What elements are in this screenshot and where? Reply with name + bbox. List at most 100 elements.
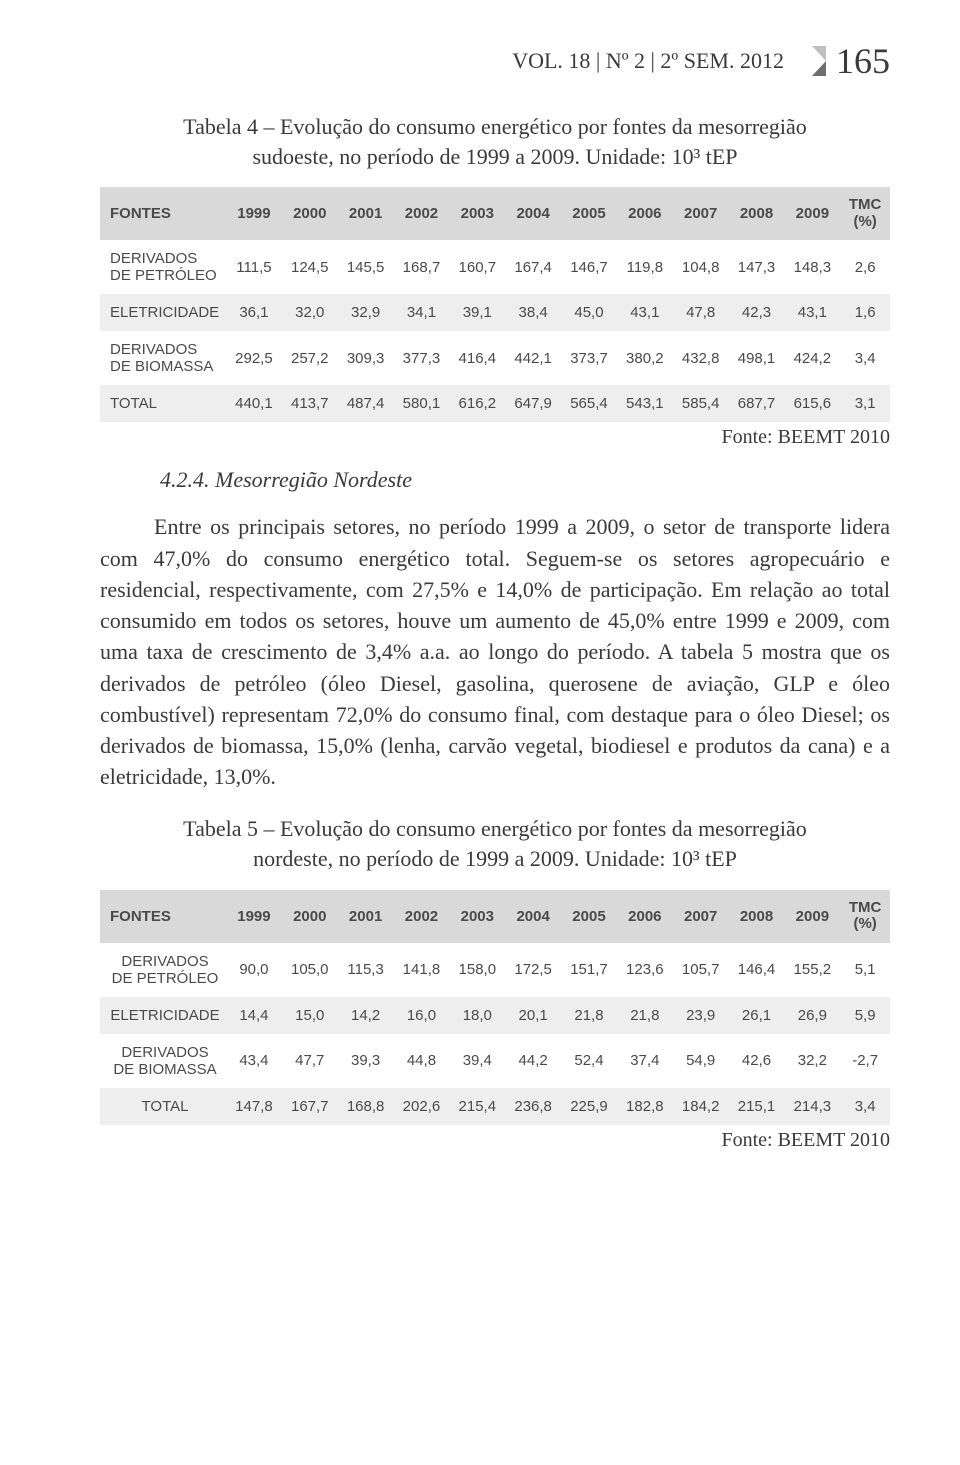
row-label: DERIVADOS DE PETRÓLEO xyxy=(100,943,226,997)
table-5-col-year: 2003 xyxy=(449,890,505,943)
cell-value: 3,4 xyxy=(840,1088,890,1125)
cell-value: 168,8 xyxy=(338,1088,394,1125)
table-4-body: DERIVADOS DE PETRÓLEO111,5124,5145,5168,… xyxy=(100,240,890,422)
cell-value: 167,4 xyxy=(505,240,561,294)
table-row: TOTAL440,1413,7487,4580,1616,2647,9565,4… xyxy=(100,385,890,422)
cell-value: 37,4 xyxy=(617,1034,673,1088)
cell-value: 32,0 xyxy=(282,294,338,331)
cell-value: 257,2 xyxy=(282,331,338,385)
table-5-body: DERIVADOS DE PETRÓLEO90,0105,0115,3141,8… xyxy=(100,943,890,1125)
cell-value: 543,1 xyxy=(617,385,673,422)
cell-value: 16,0 xyxy=(394,997,450,1034)
cell-value: 309,3 xyxy=(338,331,394,385)
cell-value: 32,2 xyxy=(784,1034,840,1088)
cell-value: 34,1 xyxy=(394,294,450,331)
cell-value: 32,9 xyxy=(338,294,394,331)
cell-value: 36,1 xyxy=(226,294,282,331)
cell-value: 14,2 xyxy=(338,997,394,1034)
cell-value: 416,4 xyxy=(449,331,505,385)
cell-value: 20,1 xyxy=(505,997,561,1034)
cell-value: 585,4 xyxy=(673,385,729,422)
table-5-caption-line1: Tabela 5 – Evolução do consumo energétic… xyxy=(183,816,807,841)
cell-value: 182,8 xyxy=(617,1088,673,1125)
cell-value: 5,1 xyxy=(840,943,890,997)
table-5-col-year: 2001 xyxy=(338,890,394,943)
table-5-col-year: 2009 xyxy=(784,890,840,943)
cell-value: 23,9 xyxy=(673,997,729,1034)
table-4-col-year: 2000 xyxy=(282,187,338,240)
tmc-label-2: (%) xyxy=(853,915,876,932)
cell-value: 39,4 xyxy=(449,1034,505,1088)
cell-value: 26,1 xyxy=(729,997,785,1034)
cell-value: 111,5 xyxy=(226,240,282,294)
table-row: ELETRICIDADE14,415,014,216,018,020,1 21,8… xyxy=(100,997,890,1034)
cell-value: 292,5 xyxy=(226,331,282,385)
cell-value: -2,7 xyxy=(840,1034,890,1088)
cell-value: 104,8 xyxy=(673,240,729,294)
table-5-col-year: 2004 xyxy=(505,890,561,943)
cell-value: 42,3 xyxy=(729,294,785,331)
table-5-caption: Tabela 5 – Evolução do consumo energétic… xyxy=(125,814,865,873)
table-5-source: Fonte: BEEMT 2010 xyxy=(100,1129,890,1152)
section-heading: 4.2.4. Mesorregião Nordeste xyxy=(160,467,890,493)
table-4-col-year: 2005 xyxy=(561,187,617,240)
cell-value: 225,9 xyxy=(561,1088,617,1125)
cell-value: 616,2 xyxy=(449,385,505,422)
cell-value: 215,1 xyxy=(729,1088,785,1125)
cell-value: 52,4 xyxy=(561,1034,617,1088)
cell-value: 145,5 xyxy=(338,240,394,294)
cell-value: 160,7 xyxy=(449,240,505,294)
page-header: VOL. 18 | Nº 2 | 2º SEM. 2012 165 xyxy=(100,40,890,82)
cell-value: 39,3 xyxy=(338,1034,394,1088)
cell-value: 432,8 xyxy=(673,331,729,385)
table-4-col-year: 2009 xyxy=(784,187,840,240)
cell-value: 15,0 xyxy=(282,997,338,1034)
cell-value: 236,8 xyxy=(505,1088,561,1125)
journal-reference: VOL. 18 | Nº 2 | 2º SEM. 2012 xyxy=(512,48,784,74)
cell-value: 43,1 xyxy=(617,294,673,331)
table-5-col-year: 2007 xyxy=(673,890,729,943)
cell-value: 184,2 xyxy=(673,1088,729,1125)
cell-value: 424,2 xyxy=(784,331,840,385)
table-4: FONTES 1999 2000 2001 2002 2003 2004 200… xyxy=(100,187,890,422)
table-5-col-year: 2000 xyxy=(282,890,338,943)
cell-value: 647,9 xyxy=(505,385,561,422)
cell-value: 214,3 xyxy=(784,1088,840,1125)
tmc-label-2: (%) xyxy=(853,213,876,230)
cell-value: 119,8 xyxy=(617,240,673,294)
table-4-col-year: 2004 xyxy=(505,187,561,240)
table-row: ELETRICIDADE36,132,032,934,139,138,445,0… xyxy=(100,294,890,331)
tmc-label-1: TMC xyxy=(849,196,882,213)
tmc-label-1: TMC xyxy=(849,899,882,916)
cell-value: 123,6 xyxy=(617,943,673,997)
cell-value: 54,9 xyxy=(673,1034,729,1088)
table-4-col-year: 2007 xyxy=(673,187,729,240)
cell-value: 42,6 xyxy=(729,1034,785,1088)
cell-value: 146,7 xyxy=(561,240,617,294)
cell-value: 202,6 xyxy=(394,1088,450,1125)
table-4-col-year: 2002 xyxy=(394,187,450,240)
table-5-col-year: 2008 xyxy=(729,890,785,943)
row-label: ELETRICIDADE xyxy=(100,997,226,1034)
cell-value: 487,4 xyxy=(338,385,394,422)
cell-value: 21,8 xyxy=(617,997,673,1034)
cell-value: 168,7 xyxy=(394,240,450,294)
cell-value: 147,3 xyxy=(729,240,785,294)
table-4-col-tmc: TMC (%) xyxy=(840,187,890,240)
row-label: DERIVADOS DE PETRÓLEO xyxy=(100,240,226,294)
cell-value: 5,9 xyxy=(840,997,890,1034)
page-ornament-icon xyxy=(798,46,826,76)
cell-value: 3,1 xyxy=(840,385,890,422)
cell-value: 3,4 xyxy=(840,331,890,385)
body-paragraph: Entre os principais setores, no período … xyxy=(100,511,890,792)
cell-value: 18,0 xyxy=(449,997,505,1034)
table-4-col-year: 2001 xyxy=(338,187,394,240)
table-5-col-year: 2002 xyxy=(394,890,450,943)
cell-value: 105,7 xyxy=(673,943,729,997)
cell-value: 26,9 xyxy=(784,997,840,1034)
cell-value: 14,4 xyxy=(226,997,282,1034)
page-number: 165 xyxy=(836,40,890,82)
cell-value: 580,1 xyxy=(394,385,450,422)
cell-value: 155,2 xyxy=(784,943,840,997)
row-label: DERIVADOS DE BIOMASSA xyxy=(100,1034,226,1088)
